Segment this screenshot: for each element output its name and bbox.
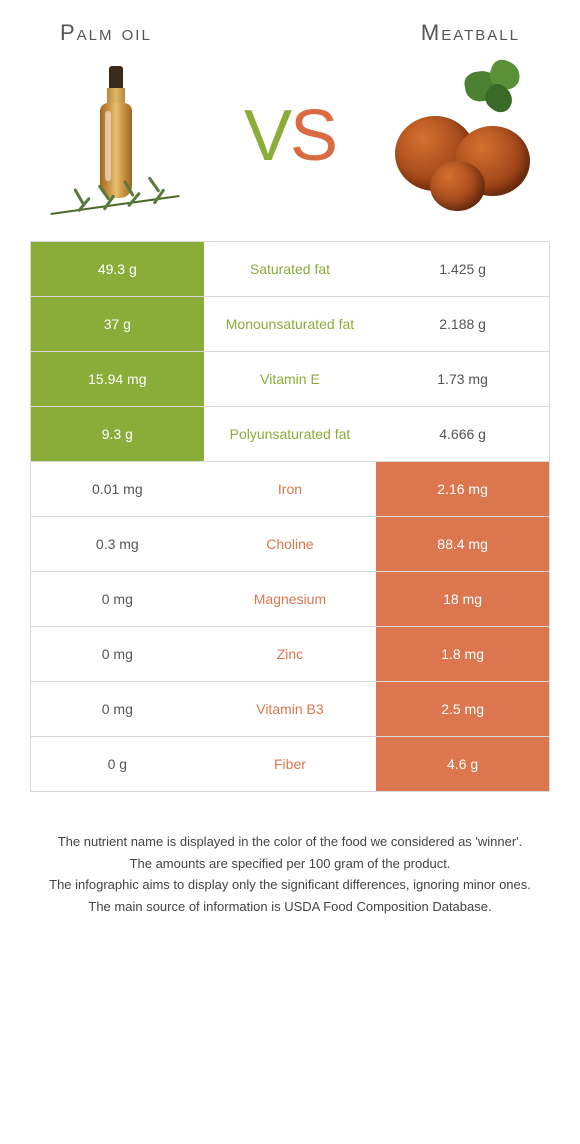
nutrient-label-cell: Zinc — [204, 627, 377, 681]
left-value-cell: 15.94 mg — [31, 352, 204, 406]
right-value-cell: 4.6 g — [376, 737, 549, 791]
comparison-table: 49.3 gSaturated fat1.425 g37 gMonounsatu… — [30, 241, 550, 792]
left-value-cell: 0.3 mg — [31, 517, 204, 571]
right-value-cell: 88.4 mg — [376, 517, 549, 571]
left-value-cell: 0 mg — [31, 627, 204, 681]
nutrient-label-cell: Monounsaturated fat — [204, 297, 377, 351]
footnote-line: The infographic aims to display only the… — [40, 875, 540, 895]
left-value-cell: 37 g — [31, 297, 204, 351]
table-row: 0 mgMagnesium18 mg — [31, 572, 549, 627]
table-row: 0.01 mgIron2.16 mg — [31, 462, 549, 517]
left-value-cell: 0 mg — [31, 682, 204, 736]
nutrient-label-cell: Magnesium — [204, 572, 377, 626]
table-row: 9.3 gPolyunsaturated fat4.666 g — [31, 407, 549, 462]
right-value-cell: 18 mg — [376, 572, 549, 626]
table-row: 0.3 mgCholine88.4 mg — [31, 517, 549, 572]
left-food-title: Palm oil — [60, 20, 152, 46]
footnotes: The nutrient name is displayed in the co… — [30, 792, 550, 918]
right-value-cell: 1.73 mg — [376, 352, 549, 406]
left-value-cell: 9.3 g — [31, 407, 204, 461]
nutrient-label-cell: Saturated fat — [204, 242, 377, 296]
vs-s: S — [290, 96, 336, 176]
images-row: VS — [30, 56, 550, 241]
table-row: 49.3 gSaturated fat1.425 g — [31, 242, 549, 297]
footnote-line: The amounts are specified per 100 gram o… — [40, 854, 540, 874]
table-row: 15.94 mgVitamin E1.73 mg — [31, 352, 549, 407]
palm-oil-image — [40, 51, 210, 221]
right-value-cell: 2.188 g — [376, 297, 549, 351]
table-row: 0 mgVitamin B32.5 mg — [31, 682, 549, 737]
nutrient-label-cell: Choline — [204, 517, 377, 571]
left-value-cell: 0 g — [31, 737, 204, 791]
table-row: 37 gMonounsaturated fat2.188 g — [31, 297, 549, 352]
nutrient-label-cell: Vitamin E — [204, 352, 377, 406]
right-value-cell: 2.16 mg — [376, 462, 549, 516]
table-row: 0 gFiber4.6 g — [31, 737, 549, 792]
footnote-line: The nutrient name is displayed in the co… — [40, 832, 540, 852]
right-value-cell: 4.666 g — [376, 407, 549, 461]
left-value-cell: 49.3 g — [31, 242, 204, 296]
nutrient-label-cell: Fiber — [204, 737, 377, 791]
footnote-line: The main source of information is USDA F… — [40, 897, 540, 917]
right-food-title: Meatball — [421, 20, 520, 46]
left-value-cell: 0.01 mg — [31, 462, 204, 516]
meatball-image — [370, 51, 540, 221]
nutrient-label-cell: Iron — [204, 462, 377, 516]
nutrient-label-cell: Vitamin B3 — [204, 682, 377, 736]
vs-label: VS — [244, 95, 336, 177]
table-row: 0 mgZinc1.8 mg — [31, 627, 549, 682]
nutrient-label-cell: Polyunsaturated fat — [204, 407, 377, 461]
left-value-cell: 0 mg — [31, 572, 204, 626]
right-value-cell: 1.425 g — [376, 242, 549, 296]
vs-v: V — [244, 96, 290, 176]
right-value-cell: 2.5 mg — [376, 682, 549, 736]
right-value-cell: 1.8 mg — [376, 627, 549, 681]
